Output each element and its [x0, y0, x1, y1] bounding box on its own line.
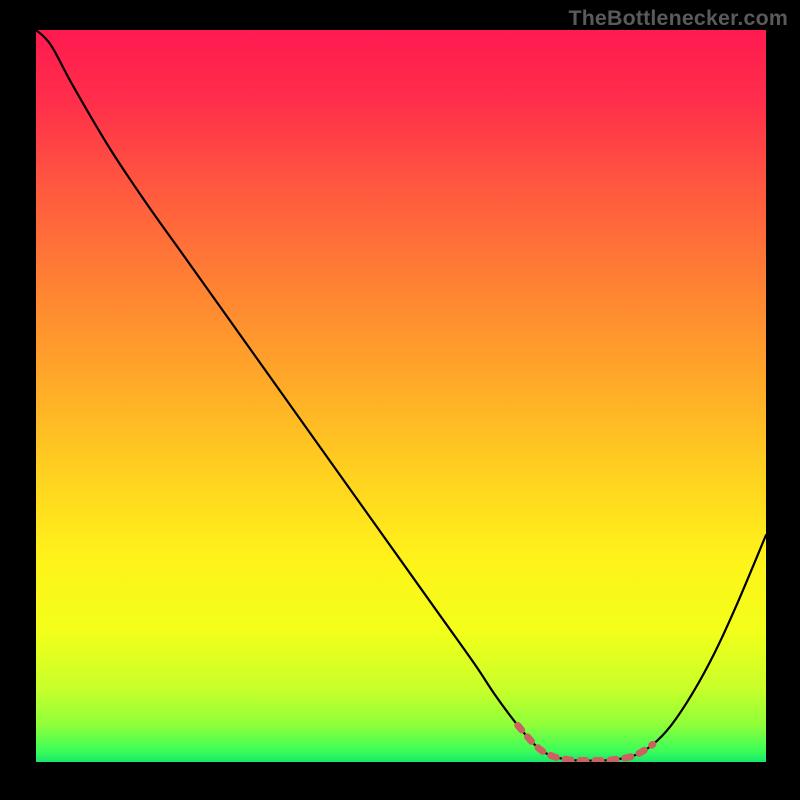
gradient-background [36, 30, 766, 762]
chart-area [36, 30, 766, 762]
watermark-text: TheBottlenecker.com [568, 6, 788, 31]
bottleneck-chart [36, 30, 766, 762]
canvas: TheBottlenecker.com [0, 0, 800, 800]
